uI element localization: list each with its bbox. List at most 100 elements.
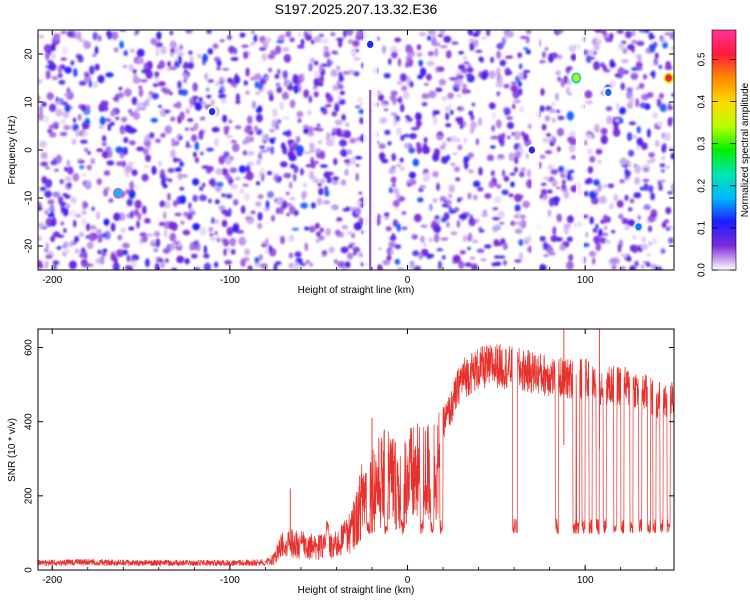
spectrogram-cell: [174, 141, 180, 146]
snr-series-line: [38, 343, 674, 567]
spectrogram-cell: [557, 54, 563, 60]
spectrogram-cell: [119, 40, 124, 49]
spectrogram-y-label: Frequency (Hz): [7, 116, 18, 185]
spectrogram-cell: [134, 199, 142, 209]
spectrogram-cell: [64, 104, 71, 113]
spectrogram-cell: [337, 84, 344, 90]
spectrogram-cell: [45, 70, 51, 80]
spectrogram-cell: [458, 64, 466, 71]
spectrogram-cell: [265, 238, 269, 247]
spectrogram-cell: [63, 228, 67, 233]
spectrogram-cell: [652, 112, 658, 119]
spectrogram-cell: [53, 218, 57, 226]
spectrogram-cell: [383, 73, 391, 79]
spectrogram-cell: [224, 260, 232, 265]
spectrogram-cell: [518, 63, 523, 70]
spectrogram-cell: [433, 225, 441, 233]
spectrogram-cell: [69, 260, 77, 270]
spectrogram-cell: [507, 135, 511, 140]
spectrogram-cell: [59, 131, 68, 137]
spectrogram-cell: [151, 92, 159, 100]
spectrogram-cell: [69, 209, 77, 217]
spectrogram-cell: [358, 191, 362, 195]
spectrogram-cell: [500, 238, 506, 245]
spectrogram-cell: [209, 179, 213, 186]
spectrogram-cell: [138, 85, 143, 90]
spectrogram-cell: [174, 63, 178, 67]
spectrogram-cell: [132, 69, 137, 74]
spectrogram-cell: [643, 204, 651, 210]
spectrogram-cell: [518, 72, 524, 81]
spectrogram-cell: [286, 212, 290, 217]
spectrogram-cell: [604, 225, 608, 230]
spectrogram-cell: [670, 183, 674, 192]
spectrogram-cell: [191, 134, 198, 142]
spectrogram-cell: [423, 137, 428, 143]
spectrogram-cell: [125, 189, 131, 195]
spectrogram-cell: [40, 161, 48, 167]
spectrogram-cell: [115, 146, 124, 154]
spectrogram-cell: [403, 142, 410, 149]
spectrogram-cell: [519, 214, 526, 219]
spectrogram-cell: [207, 48, 213, 55]
spectrogram-cell: [587, 49, 595, 56]
spectrogram-cell: [60, 203, 65, 212]
spectrogram-cell: [167, 61, 171, 67]
spectrogram-cell: [501, 132, 506, 140]
spectrogram-cell: [611, 265, 617, 270]
spectrogram-cell: [313, 70, 322, 79]
spectrogram-cell: [667, 117, 673, 127]
spectrogram-cell: [600, 135, 608, 145]
spectrogram-cell: [96, 178, 103, 186]
spectrogram-cell: [47, 206, 56, 212]
spectrogram-cell: [229, 167, 238, 174]
spectrogram-cell: [142, 205, 147, 215]
spectrogram-cell: [194, 102, 203, 111]
spectrogram-cell: [222, 114, 228, 123]
spectrogram-cell: [409, 133, 417, 139]
spectrogram-cell: [519, 219, 527, 229]
spectrogram-cell: [44, 51, 50, 61]
spectrogram-cell: [421, 102, 428, 107]
spectrogram-cell: [546, 246, 554, 254]
spectrogram-cell: [446, 221, 450, 228]
spectrogram-cell: [582, 49, 589, 56]
spectrogram-cell: [270, 138, 275, 144]
spectrogram-cell: [311, 202, 316, 209]
spectrogram-cell: [512, 89, 520, 99]
spectrogram-cell: [661, 221, 667, 229]
spectrogram-cell: [605, 106, 613, 112]
spectrogram-cell: [321, 250, 328, 256]
spectrogram-cell: [400, 134, 405, 141]
spectrogram-cell: [423, 242, 427, 248]
spectrogram-cell: [503, 175, 510, 182]
spectrogram-cell: [267, 67, 273, 73]
spectrogram-cell: [445, 123, 452, 128]
spectrogram-cell: [276, 40, 285, 44]
spectrogram-cell: [113, 256, 118, 266]
spectrogram-cell: [79, 252, 86, 258]
colorbar-label: Normalized spectral amplitude: [740, 82, 750, 217]
spectrogram-cell: [520, 167, 526, 172]
spectrogram-hotspot: [605, 88, 612, 96]
spectrogram-cell: [396, 127, 402, 136]
spectrogram-cell: [463, 61, 470, 65]
spectrogram-cell: [518, 252, 524, 261]
spectrogram-cell: [601, 30, 607, 35]
spectrogram-cell: [292, 75, 299, 84]
spectrogram-cell: [297, 32, 301, 37]
spectrogram-cell: [145, 258, 150, 268]
spectrogram-cell: [557, 146, 561, 152]
spectrogram-cell: [192, 178, 200, 186]
spectrogram-cell: [288, 181, 293, 189]
spectrogram-cell: [302, 124, 310, 129]
spectrogram-cell: [50, 235, 55, 243]
spectrogram-cell: [258, 170, 262, 178]
spectrogram-cell: [185, 127, 189, 131]
spectrogram-cell: [624, 225, 630, 231]
spectrogram-cell: [294, 251, 302, 258]
spectrogram-cell: [135, 184, 139, 190]
spectrogram-cell: [467, 152, 475, 159]
spectrogram-cell: [233, 75, 241, 84]
spectrogram-cell: [392, 219, 399, 228]
